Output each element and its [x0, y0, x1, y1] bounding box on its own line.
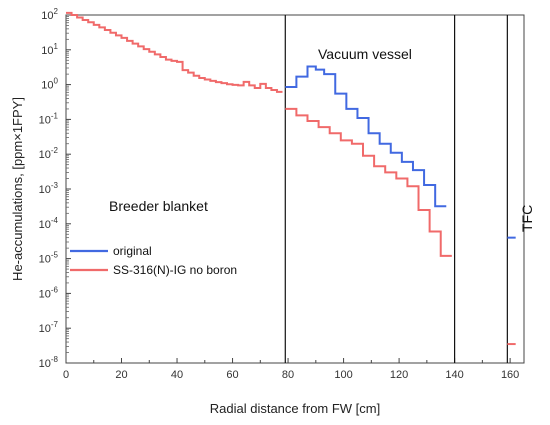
x-axis-label: Radial distance from FW [cm] [210, 401, 381, 416]
x-tick-label: 20 [115, 369, 127, 381]
annotation-breeder-blanket: Breeder blanket [109, 198, 208, 214]
legend: original SS-316(N)-IG no boron [70, 244, 237, 277]
series-ss316-no-boron [66, 11, 516, 346]
annotation-vacuum-vessel: Vacuum vessel [318, 46, 412, 62]
x-tick-label: 140 [445, 369, 463, 381]
y-axis-label: He-accumulations, [ppm×1FPY] [10, 97, 25, 281]
legend-label-original: original [113, 244, 152, 258]
x-tick-label: 100 [334, 369, 352, 381]
series-step-line [285, 65, 447, 208]
x-tick-label: 120 [390, 369, 408, 381]
region-boundaries [284, 15, 508, 363]
series-step-line [66, 11, 283, 93]
legend-label-ss316: SS-316(N)-IG no boron [113, 263, 237, 277]
y-tick-label: 10-4 [39, 216, 59, 231]
plot-area [65, 14, 525, 364]
y-tick-label: 10-7 [39, 320, 59, 335]
x-tick-label: 80 [282, 369, 294, 381]
series-step-line [285, 107, 452, 257]
y-tick-label: 10-5 [39, 251, 59, 266]
y-tick-label: 10-2 [39, 146, 59, 161]
series-original [285, 65, 516, 239]
chart-ticks: 0 20 40 60 80 100 120 140 160 10-8 10-7 10-6 10-5 10-… [39, 7, 520, 381]
x-tick-label: 0 [63, 369, 69, 381]
annotation-tfc: TFC [519, 205, 535, 232]
y-tick-label: 100 [41, 77, 58, 92]
y-tick-label: 102 [41, 7, 58, 22]
x-tick-label: 60 [226, 369, 238, 381]
y-tick-label: 10-8 [39, 355, 59, 370]
y-tick-label: 10-1 [39, 111, 59, 126]
y-tick-label: 101 [41, 42, 58, 57]
x-tick-label: 160 [501, 369, 519, 381]
data-series [66, 11, 516, 346]
x-tick-label: 40 [171, 369, 183, 381]
y-tick-label: 10-3 [39, 181, 59, 196]
y-tick-label: 10-6 [39, 285, 59, 300]
